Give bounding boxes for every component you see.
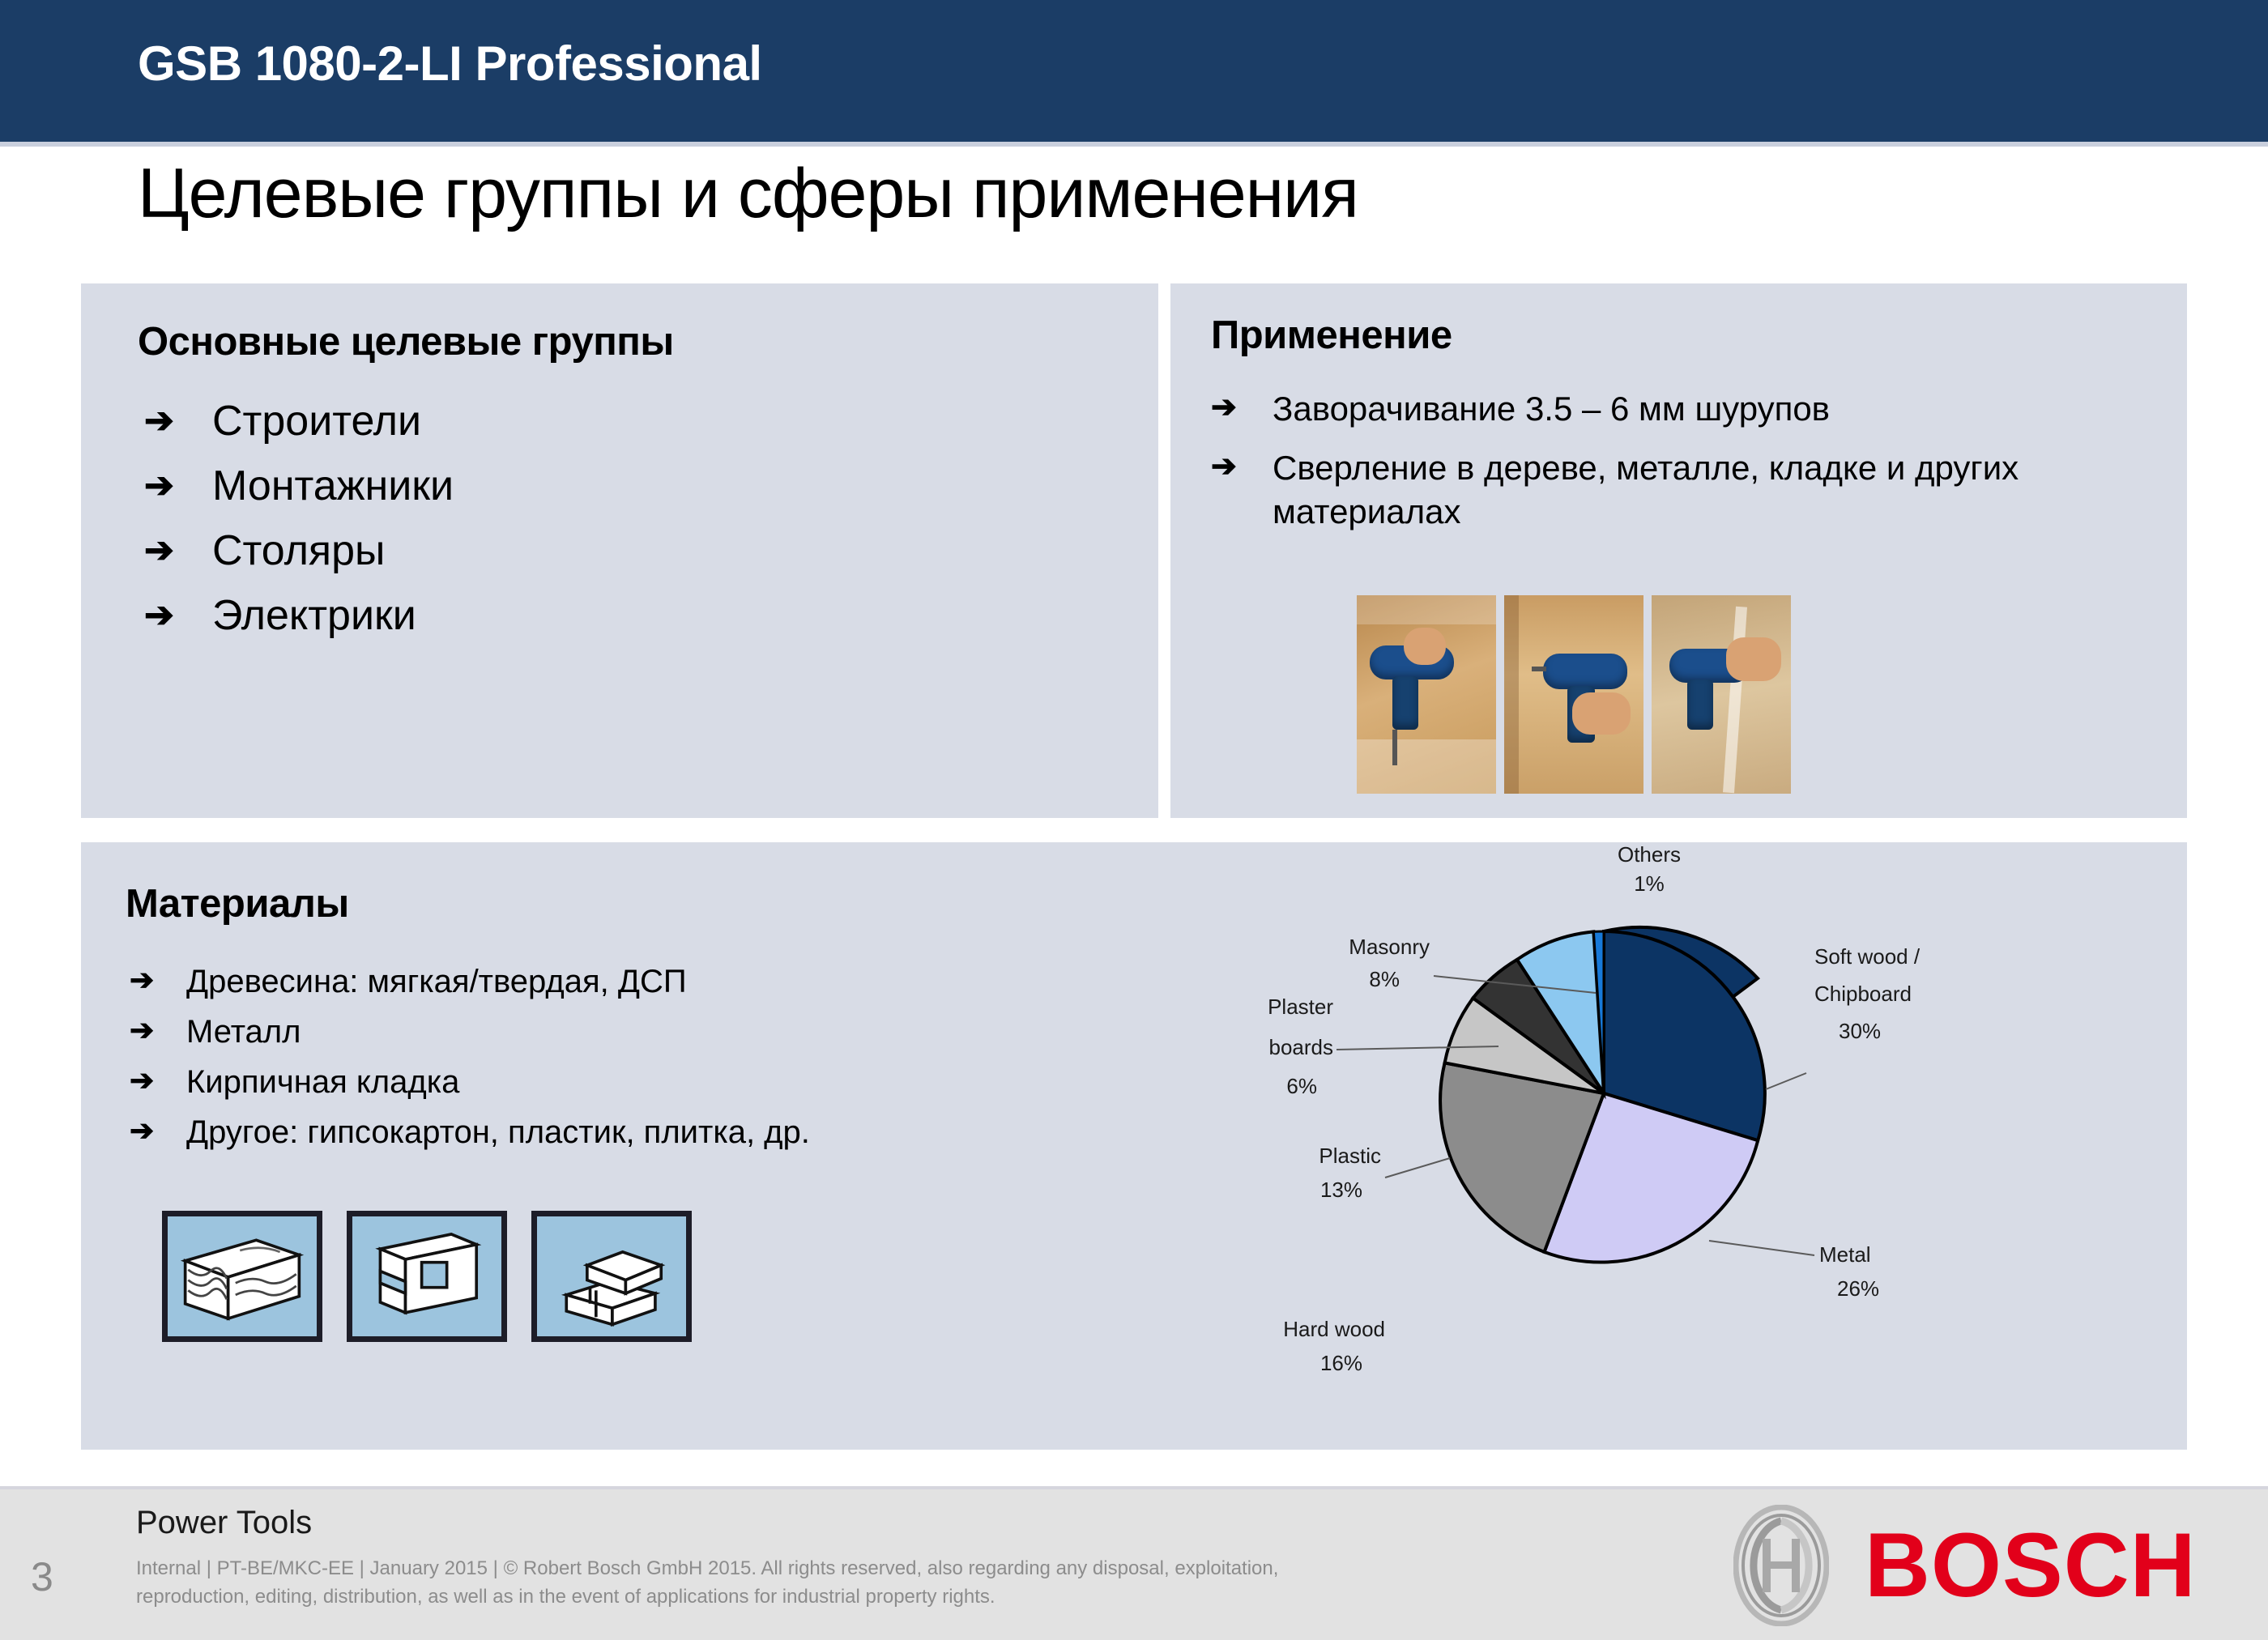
pie-slice-others <box>1592 930 1605 1094</box>
arrow-right-icon: ➔ <box>130 1063 155 1097</box>
drill-screwing-wood-photo <box>1357 595 1496 794</box>
materials-panel: Материалы ➔ Древесина: мягкая/твердая, Д… <box>81 842 2187 1450</box>
pie-value-soft-wood: 30% <box>1839 1019 1881 1043</box>
target-groups-panel: Основные целевые группы ➔ Строители ➔ Мо… <box>81 283 1158 818</box>
legal-notice-line2: reproduction, editing, distribution, as … <box>136 1585 995 1608</box>
list-item: ➔ Строители <box>144 398 1116 444</box>
list-item-label: Заворачивание 3.5 – 6 мм шурупов <box>1273 390 1830 428</box>
arrow-right-icon: ➔ <box>144 466 174 506</box>
list-item: ➔ Сверление в дереве, металле, кладке и … <box>1211 446 2167 535</box>
list-item: ➔ Металл <box>130 1012 1142 1051</box>
list-item-label: Электрики <box>212 592 416 640</box>
header-bar <box>0 0 2268 142</box>
arrow-right-icon: ➔ <box>1211 449 1237 483</box>
leader-line-plastic <box>1384 1157 1451 1178</box>
bosch-anchor-emblem-icon <box>1733 1505 1829 1626</box>
pie-slice-metal <box>1541 1091 1760 1264</box>
pie-value-plaster-boards: 6% <box>1286 1074 1317 1098</box>
leader-line-plaster-boards <box>1336 1046 1499 1050</box>
slide-title: Целевые группы и сферы применения <box>138 155 1359 232</box>
list-item: ➔ Кирпичная кладка <box>130 1063 1142 1101</box>
materials-list: ➔ Древесина: мягкая/твердая, ДСП ➔ Метал… <box>130 962 1142 1163</box>
list-item: ➔ Другое: гипсокартон, пластик, плитка, … <box>130 1113 1142 1152</box>
bricks-icon <box>531 1211 692 1342</box>
pie-label-others: Others <box>1618 842 1681 867</box>
pie-slice-hard-wood <box>1439 1061 1606 1254</box>
pie-label-hard-wood: Hard wood <box>1283 1317 1385 1341</box>
materials-usage-pie-chart: Others 1% Masonry 8% Plaster boards 6% P… <box>1142 834 2179 1433</box>
application-photo-strip <box>1357 595 1791 794</box>
list-item: ➔ Столяры <box>144 528 1116 573</box>
pie-label-plastic: Plastic <box>1319 1144 1381 1168</box>
product-title: GSB 1080-2-LI Professional <box>138 36 762 91</box>
arrow-right-icon: ➔ <box>130 963 155 996</box>
pie-label-plaster-boards-line1: Plaster <box>1268 995 1333 1019</box>
pie-value-others: 1% <box>1634 871 1665 896</box>
arrow-right-icon: ➔ <box>144 401 174 441</box>
footer-bar <box>0 1486 2268 1640</box>
legal-notice-line1: Internal | PT-BE/MKC-EE | January 2015 |… <box>136 1557 1279 1579</box>
leader-line-masonry <box>1433 975 1597 994</box>
pie-value-masonry: 8% <box>1369 967 1400 991</box>
list-item-label: Металл <box>186 1014 301 1050</box>
steel-beam-icon <box>347 1211 507 1342</box>
department-label: Power Tools <box>136 1505 313 1540</box>
list-item-label: Другое: гипсокартон, пластик, плитка, др… <box>186 1114 810 1150</box>
leader-line-metal <box>1708 1240 1815 1256</box>
list-item: ➔ Древесина: мягкая/твердая, ДСП <box>130 962 1142 1001</box>
pie-label-metal: Metal <box>1819 1242 1871 1267</box>
pie-value-hard-wood: 16% <box>1320 1351 1362 1375</box>
list-item: ➔ Электрики <box>144 593 1116 638</box>
arrow-right-icon: ➔ <box>130 1013 155 1046</box>
list-item: ➔ Заворачивание 3.5 – 6 мм шурупов <box>1211 387 2167 432</box>
page-number: 3 <box>31 1554 53 1600</box>
list-item-label: Столяры <box>212 527 386 575</box>
legal-notice: Internal | PT-BE/MKC-EE | January 2015 |… <box>136 1555 1594 1612</box>
list-item: ➔ Монтажники <box>144 463 1116 509</box>
pie-label-soft-wood-line1: Soft wood / <box>1814 944 1921 969</box>
pie-value-metal: 26% <box>1837 1276 1879 1301</box>
arrow-right-icon: ➔ <box>130 1114 155 1147</box>
pie-label-soft-wood-line2: Chipboard <box>1814 982 1912 1006</box>
drill-drilling-door-photo <box>1504 595 1643 794</box>
list-item-label: Древесина: мягкая/твердая, ДСП <box>186 964 687 999</box>
pie-label-plaster-boards-line2: boards <box>1269 1035 1334 1059</box>
list-item-label: Сверление в дереве, металле, кладке и др… <box>1273 448 2019 531</box>
target-groups-heading: Основные целевые группы <box>138 320 674 364</box>
list-item-label: Кирпичная кладка <box>186 1064 460 1100</box>
application-heading: Применение <box>1211 313 1452 357</box>
arrow-right-icon: ➔ <box>1211 390 1237 424</box>
pie-value-plastic: 13% <box>1320 1178 1362 1202</box>
list-item-label: Строители <box>212 398 422 445</box>
target-groups-list: ➔ Строители ➔ Монтажники ➔ Столяры ➔ Эле… <box>144 398 1116 658</box>
arrow-right-icon: ➔ <box>144 595 174 636</box>
arrow-right-icon: ➔ <box>144 530 174 571</box>
application-list: ➔ Заворачивание 3.5 – 6 мм шурупов ➔ Све… <box>1211 387 2167 549</box>
pie-label-masonry: Masonry <box>1349 935 1430 959</box>
leader-line-soft-wood <box>1765 1072 1807 1090</box>
application-panel: Применение ➔ Заворачивание 3.5 – 6 мм шу… <box>1170 283 2187 818</box>
drill-fastening-profile-photo <box>1652 595 1791 794</box>
wood-block-icon <box>162 1211 322 1342</box>
list-item-label: Монтажники <box>212 462 454 510</box>
header-divider <box>0 142 2268 147</box>
material-icon-strip <box>162 1211 692 1342</box>
bosch-wordmark: BOSCH <box>1865 1514 2197 1616</box>
bosch-logo: BOSCH <box>1733 1505 2196 1626</box>
pie-slice-masonry <box>1515 930 1606 1100</box>
materials-heading: Материалы <box>126 882 349 926</box>
